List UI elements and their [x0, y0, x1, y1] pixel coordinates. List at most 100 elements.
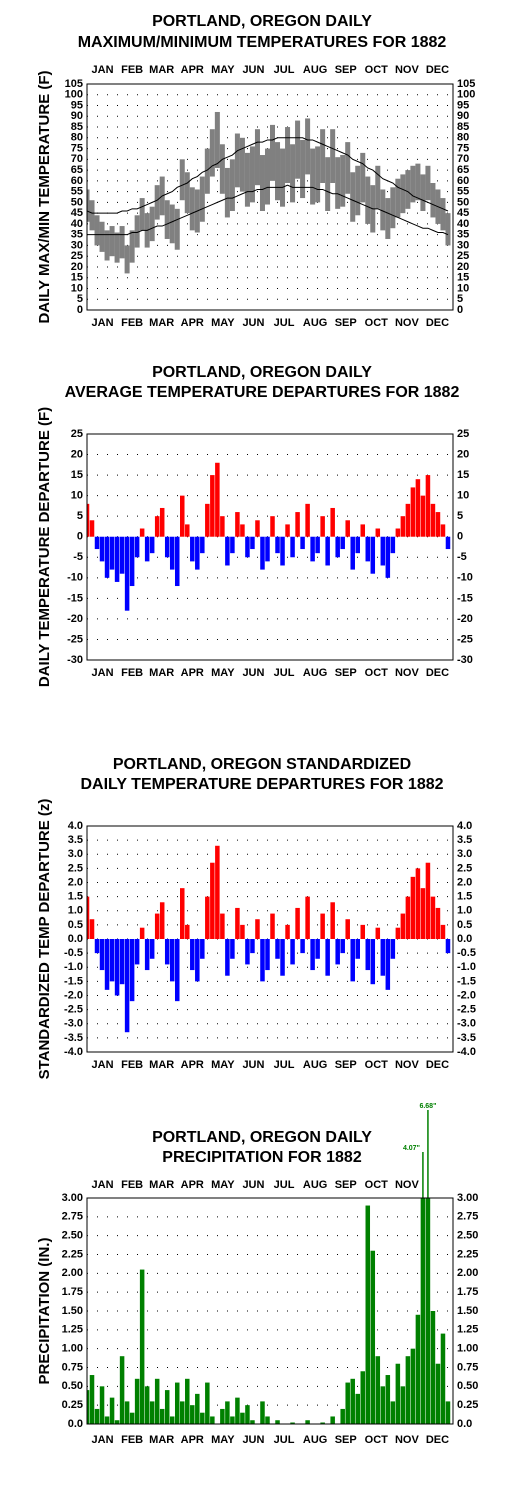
bar	[430, 503, 436, 537]
bar	[89, 1375, 95, 1424]
bar	[315, 536, 320, 554]
bar	[390, 536, 396, 554]
y-tick-label: 0.5	[68, 919, 83, 931]
y-tick-label: 0	[457, 304, 463, 316]
y-axis-label: PRECIPITATION (IN.)	[36, 1238, 53, 1385]
y-tick-label: 95	[457, 99, 469, 111]
bar	[240, 924, 245, 939]
bar	[385, 1375, 391, 1424]
temperature-range	[259, 155, 265, 211]
y-tick-label: 10	[457, 490, 469, 502]
temperature-range	[179, 159, 185, 201]
bar	[345, 1382, 350, 1424]
y-tick-label: 0.0	[68, 933, 83, 945]
month-label: MAR	[149, 1434, 174, 1446]
bar	[109, 939, 115, 982]
month-label: APR	[181, 317, 204, 329]
y-tick-label: 20	[457, 261, 469, 273]
y-tick-label: -10	[67, 572, 83, 584]
temperature-range	[254, 129, 260, 186]
bar	[310, 536, 315, 562]
y-tick-label: 40	[71, 218, 83, 230]
month-label: AUG	[303, 1434, 327, 1446]
y-tick-label: 25	[71, 428, 83, 440]
bar	[220, 1408, 225, 1424]
y-tick-label: 1.25	[62, 1324, 83, 1336]
temperature-range	[149, 206, 155, 242]
bar	[164, 536, 170, 558]
bar	[290, 536, 295, 558]
temperature-range	[430, 183, 436, 218]
bar	[200, 536, 205, 554]
bar	[235, 1397, 240, 1424]
y-tick-label: 55	[71, 186, 83, 198]
y-tick-label: -15	[67, 592, 83, 604]
month-label: OCT	[365, 1059, 389, 1071]
bar	[280, 536, 285, 566]
bar	[260, 1401, 265, 1424]
bar	[104, 1416, 110, 1424]
bar	[435, 907, 441, 939]
bar	[360, 1371, 366, 1424]
month-label: APR	[181, 64, 204, 76]
bar	[225, 939, 230, 976]
bar	[149, 939, 155, 959]
temperature-range	[234, 133, 240, 188]
y-tick-label: 75	[71, 142, 83, 154]
bar	[180, 888, 185, 939]
y-tick-label: 65	[457, 164, 469, 176]
y-tick-label: 80	[457, 132, 469, 144]
month-label: SEP	[335, 1434, 357, 1446]
bar	[255, 520, 260, 537]
y-tick-label: 1.5	[68, 891, 83, 903]
y-tick-label: 60	[457, 175, 469, 187]
y-tick-label: 3.5	[457, 834, 472, 846]
bar	[240, 1412, 245, 1424]
bar	[370, 939, 376, 985]
month-label: JUN	[242, 1179, 264, 1191]
month-label: FEB	[121, 1059, 143, 1071]
temperature-range	[410, 165, 416, 203]
bar	[210, 862, 215, 939]
y-tick-label: 0.25	[457, 1399, 478, 1411]
month-label: NOV	[395, 667, 420, 679]
temperature-range	[119, 226, 125, 259]
bar	[290, 1422, 295, 1424]
temperature-range	[264, 148, 270, 205]
bar	[119, 1356, 125, 1424]
y-tick-label: 1.50	[457, 1305, 478, 1317]
bar	[425, 1198, 431, 1424]
bar	[420, 888, 426, 939]
bar	[330, 507, 335, 537]
bar	[144, 1386, 150, 1424]
bar	[129, 1412, 135, 1424]
bar	[139, 1269, 145, 1424]
y-tick-label: 5	[457, 293, 463, 305]
bar	[174, 536, 180, 587]
y-tick-label: 15	[457, 469, 469, 481]
month-label: NOV	[395, 1434, 420, 1446]
y-tick-label: 0	[77, 304, 83, 316]
bar	[400, 1386, 406, 1424]
bar	[320, 1422, 325, 1424]
plot-area	[87, 462, 451, 611]
temperature-range	[305, 118, 311, 175]
y-tick-label: 0.75	[457, 1361, 478, 1373]
y-tick-label: 2.5	[68, 862, 83, 874]
bar	[340, 939, 345, 954]
bar	[119, 536, 125, 574]
temperature-range	[275, 142, 281, 201]
bar	[370, 1250, 376, 1424]
month-label: JUN	[242, 317, 264, 329]
bar	[360, 524, 366, 537]
temperature-range	[169, 204, 175, 244]
bar	[159, 507, 165, 537]
month-label: JUL	[274, 667, 295, 679]
normal-line	[87, 184, 449, 236]
bar	[265, 536, 270, 562]
temperature-range	[164, 200, 170, 239]
temperature-range	[335, 157, 341, 209]
y-tick-label: 85	[457, 121, 469, 133]
temperature-range	[134, 215, 140, 248]
y-tick-label: 5	[457, 510, 463, 522]
